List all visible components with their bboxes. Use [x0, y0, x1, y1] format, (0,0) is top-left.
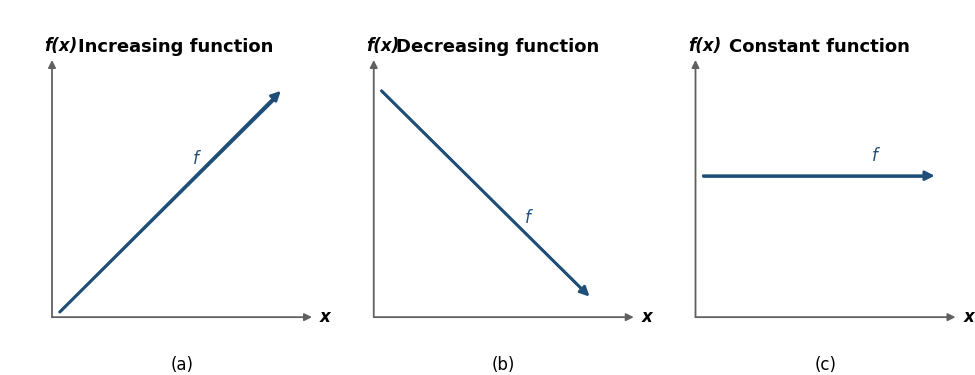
Text: f: f	[873, 147, 878, 165]
Text: f(x): f(x)	[366, 37, 399, 55]
Text: f(x): f(x)	[44, 37, 77, 55]
Title: Decreasing function: Decreasing function	[396, 38, 599, 56]
Title: Increasing function: Increasing function	[78, 38, 273, 56]
Text: (b): (b)	[492, 356, 516, 374]
Text: f: f	[192, 150, 198, 168]
Text: x: x	[642, 308, 652, 326]
Text: (c): (c)	[814, 356, 837, 374]
Text: f: f	[525, 209, 530, 227]
Title: Constant function: Constant function	[728, 38, 910, 56]
Text: f(x): f(x)	[687, 37, 721, 55]
Text: x: x	[963, 308, 974, 326]
Text: (a): (a)	[171, 356, 193, 374]
Text: x: x	[320, 308, 331, 326]
